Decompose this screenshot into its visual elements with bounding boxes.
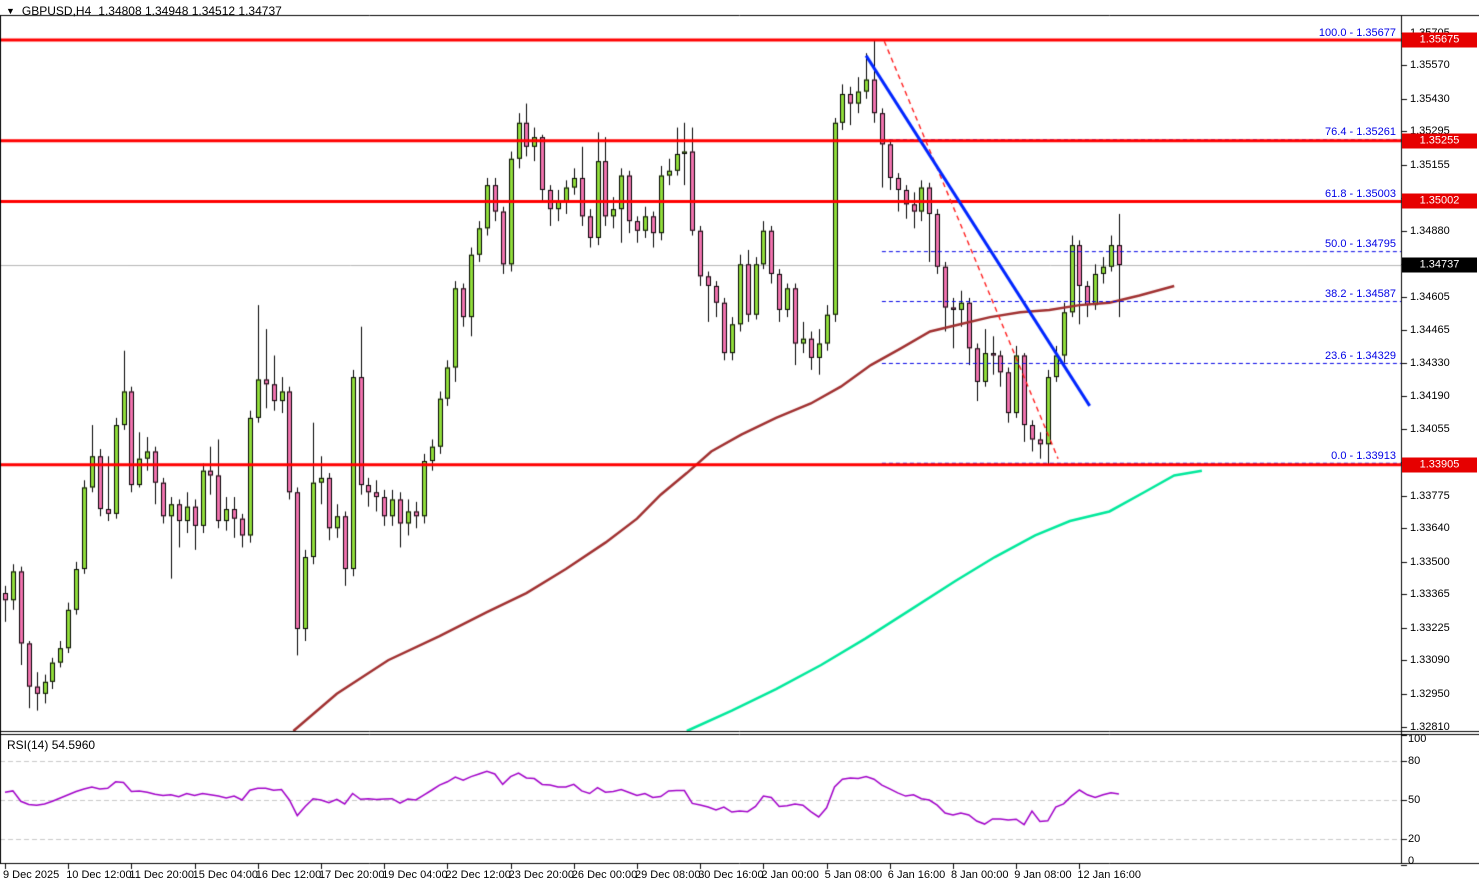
fib-level-label: 0.0 - 1.33913	[1331, 449, 1396, 462]
time-tick-label: 6 Jan 16:00	[887, 869, 946, 881]
price-tick-label: 1.34880	[1410, 224, 1450, 237]
rsi-indicator-label: RSI(14) 54.5960	[7, 738, 95, 752]
rsi-tick-label: 0	[1408, 855, 1415, 867]
fib-level-label: 61.8 - 1.35003	[1325, 188, 1396, 201]
time-tick-label: 11 Dec 20:00	[129, 869, 195, 881]
ohlc-readout: 1.34808 1.34948 1.34512 1.34737	[98, 4, 282, 18]
price-tick-label: 1.33500	[1410, 555, 1450, 568]
price-tick-label: 1.34465	[1410, 324, 1450, 337]
price-tick-label: 1.33225	[1410, 621, 1450, 634]
price-badge-red: 1.35002	[1402, 193, 1477, 209]
time-tick-label: 30 Dec 16:00	[698, 869, 764, 881]
time-tick-label: 26 Dec 00:00	[571, 869, 638, 881]
price-tick-label: 1.34190	[1410, 390, 1450, 403]
price-tick-label: 1.32810	[1410, 721, 1450, 734]
rsi-tick-label: 100	[1408, 733, 1427, 745]
rsi-tick-label: 50	[1408, 794, 1421, 806]
chart-title: ▼ GBPUSD,H4 1.34808 1.34948 1.34512 1.34…	[6, 4, 282, 18]
time-tick-label: 2 Jan 00:00	[761, 869, 819, 881]
price-tick-label: 1.33775	[1410, 489, 1450, 502]
time-tick-label: 9 Jan 08:00	[1014, 869, 1072, 881]
fib-level-label: 50.0 - 1.34795	[1325, 238, 1396, 251]
time-tick-label: 17 Dec 20:00	[319, 869, 385, 881]
price-tick-label: 1.35155	[1410, 158, 1450, 171]
price-tick-label: 1.33365	[1410, 588, 1450, 601]
time-tick-label: 5 Jan 08:00	[824, 869, 883, 881]
fib-level-label: 76.4 - 1.35261	[1325, 126, 1396, 139]
time-tick-label: 19 Dec 04:00	[382, 869, 448, 881]
price-tick-label: 1.34055	[1410, 422, 1450, 435]
fib-level-label: 38.2 - 1.34587	[1325, 288, 1396, 301]
rsi-value: 54.5960	[51, 738, 96, 752]
price-tick-label: 1.34605	[1410, 290, 1450, 303]
time-tick-label: 16 Dec 12:00	[255, 869, 322, 881]
rsi-tick-label: 80	[1408, 755, 1421, 767]
time-tick-label: 10 Dec 12:00	[66, 869, 132, 881]
time-tick-label: 9 Dec 2025	[3, 869, 60, 881]
price-badge-red: 1.33905	[1402, 457, 1477, 473]
time-tick-label: 8 Jan 00:00	[951, 869, 1009, 881]
price-badge-red: 1.35675	[1402, 32, 1477, 48]
price-tick-label: 1.35570	[1410, 59, 1450, 72]
price-tick-label: 1.34330	[1410, 356, 1450, 369]
symbol-timeframe-label: GBPUSD,H4	[21, 4, 92, 18]
time-tick-label: 12 Jan 16:00	[1077, 869, 1142, 881]
rsi-tick-label: 20	[1408, 833, 1421, 845]
fib-level-label: 23.6 - 1.34329	[1325, 349, 1396, 362]
price-tick-label: 1.33090	[1410, 654, 1450, 667]
time-tick-label: 23 Dec 20:00	[508, 869, 575, 881]
price-tick-label: 1.33640	[1410, 522, 1450, 535]
price-badge-bid: 1.34737	[1402, 257, 1477, 273]
symbol-dropdown-icon[interactable]: ▼	[6, 6, 15, 16]
price-tick-label: 1.35430	[1410, 92, 1450, 105]
rsi-name: RSI(14)	[7, 738, 49, 752]
price-tick-label: 1.32950	[1410, 687, 1450, 700]
time-tick-label: 29 Dec 08:00	[635, 869, 701, 881]
fib-level-label: 100.0 - 1.35677	[1318, 26, 1396, 39]
time-tick-label: 15 Dec 04:00	[192, 869, 259, 881]
time-tick-label: 22 Dec 12:00	[445, 869, 511, 881]
price-badge-red: 1.35255	[1402, 133, 1477, 149]
